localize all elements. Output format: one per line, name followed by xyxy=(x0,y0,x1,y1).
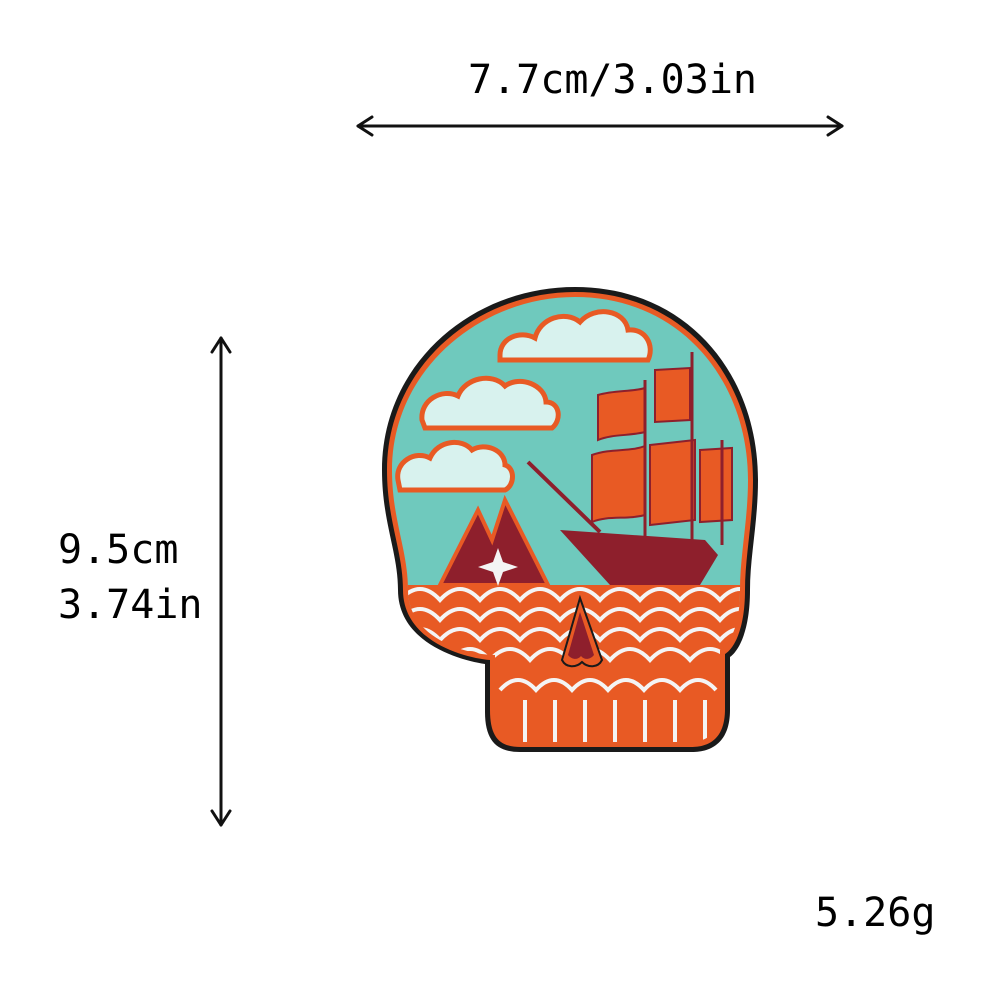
width-dimension-label: 7.7cm/3.03in xyxy=(468,57,757,103)
width-arrow-icon xyxy=(356,115,844,137)
skull-patch-image xyxy=(382,287,758,752)
height-arrow-icon xyxy=(210,336,232,827)
height-dimension-in-label: 3.74in xyxy=(58,582,203,628)
height-dimension-cm-label: 9.5cm xyxy=(58,527,179,573)
weight-label: 5.26g xyxy=(815,890,936,936)
